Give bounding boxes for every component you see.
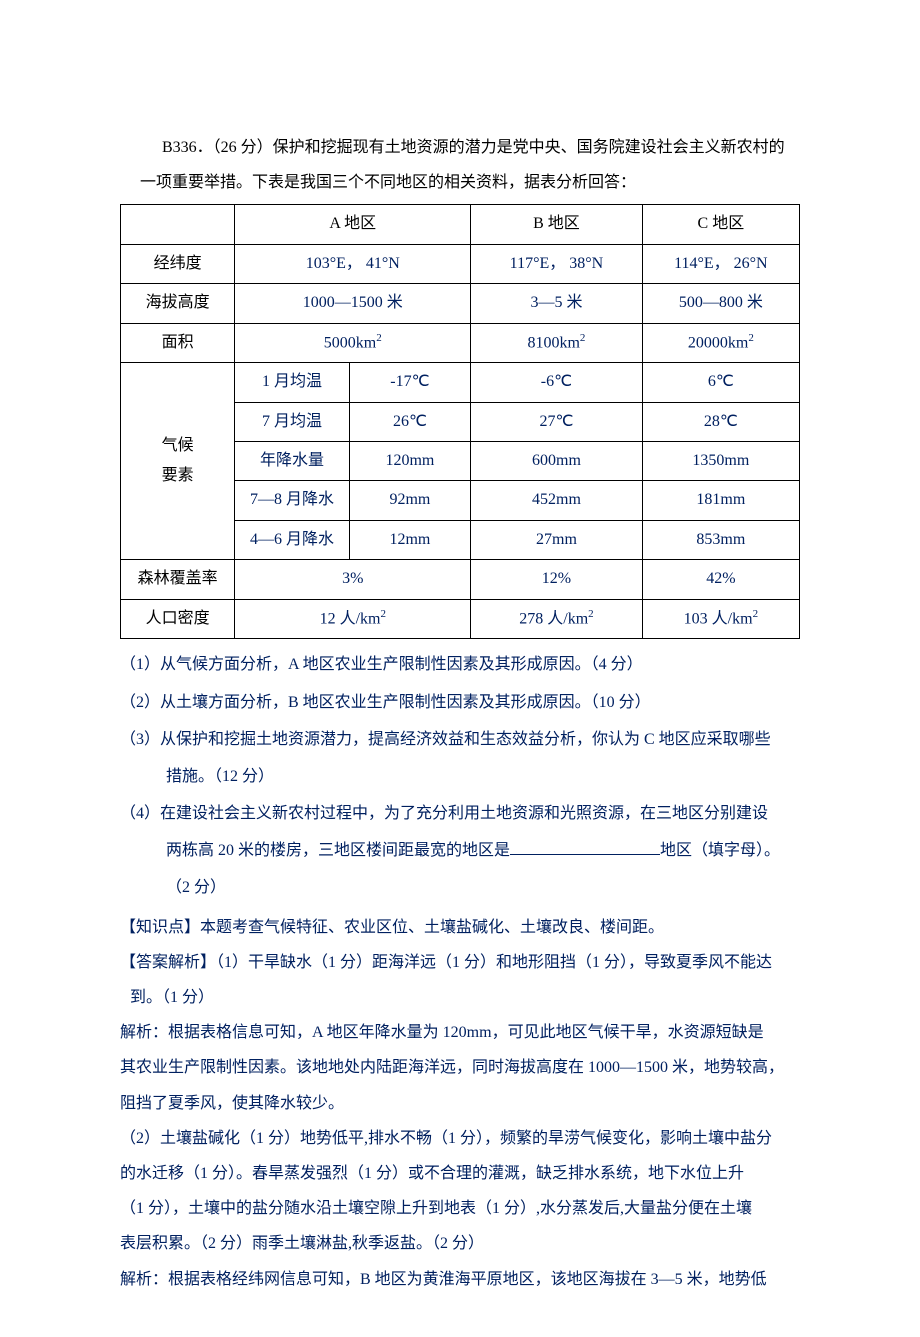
cell-text: 5000km xyxy=(324,334,376,351)
superscript: 2 xyxy=(588,608,594,620)
cell: -6℃ xyxy=(471,363,643,402)
answer-line-1: 【答案解析】（1）干旱缺水（1 分）距海洋远（1 分）和地形阻挡（1 分），导致… xyxy=(120,945,800,980)
table-row: 人口密度 12 人/km2 278 人/km2 103 人/km2 xyxy=(121,599,800,639)
row-label: 面积 xyxy=(121,323,235,363)
header-region-a: A 地区 xyxy=(235,205,471,244)
knowledge-text: 本题考查气候特征、农业区位、土壤盐碱化、土壤改良、楼间距。 xyxy=(200,919,664,936)
explanation-1b: 其农业生产限制性因素。该地地处内陆距海洋远，同时海拔高度在 1000—1500 … xyxy=(120,1050,800,1085)
question-2: （2）从土壤方面分析，B 地区农业生产限制性因素及其形成原因。（10 分） xyxy=(120,685,800,720)
cell: 500—800 米 xyxy=(642,284,799,323)
cell: 20000km2 xyxy=(642,323,799,363)
table-row: 经纬度 103°E， 41°N 117°E， 38°N 114°E， 26°N xyxy=(121,244,800,283)
cell-text: 103 人/km xyxy=(684,610,753,627)
cell: 181mm xyxy=(642,481,799,520)
sub-label: 7 月均温 xyxy=(235,402,349,441)
header-region-c: C 地区 xyxy=(642,205,799,244)
intro-line-2: 一项重要举措。下表是我国三个不同地区的相关资料，据表分析回答： xyxy=(120,165,800,200)
question-1: （1）从气候方面分析，A 地区农业生产限制性因素及其形成原因。（4 分） xyxy=(120,647,800,682)
q4-post: 地区（填字母）。 xyxy=(660,842,780,859)
superscript: 2 xyxy=(748,332,754,344)
cell: 12 人/km2 xyxy=(235,599,471,639)
superscript: 2 xyxy=(580,332,586,344)
cell: 28℃ xyxy=(642,402,799,441)
cell: 92mm xyxy=(349,481,471,520)
header-region-b: B 地区 xyxy=(471,205,643,244)
table-row: 森林覆盖率 3% 12% 42% xyxy=(121,560,800,599)
cell: 27mm xyxy=(471,520,643,559)
cell-text: 8100km xyxy=(527,334,579,351)
explanation-1c: 阻挡了夏季风，使其降水较少。 xyxy=(120,1086,800,1121)
cell: 103°E， 41°N xyxy=(235,244,471,283)
row-label: 经纬度 xyxy=(121,244,235,283)
answer-2a: （2）土壤盐碱化（1 分）地势低平,排水不畅（1 分），频繁的旱涝气候变化，影响… xyxy=(120,1121,800,1156)
table-row: 海拔高度 1000—1500 米 3—5 米 500—800 米 xyxy=(121,284,800,323)
cell: 5000km2 xyxy=(235,323,471,363)
cell: 3% xyxy=(235,560,471,599)
cell: 26℃ xyxy=(349,402,471,441)
cell: 120mm xyxy=(349,442,471,481)
intro-line-1: B336．（26 分）保护和挖掘现有土地资源的潜力是党中央、国务院建设社会主义新… xyxy=(120,130,800,165)
cell: 12mm xyxy=(349,520,471,559)
row-label: 海拔高度 xyxy=(121,284,235,323)
answer-2b: 的水迁移（1 分）。春旱蒸发强烈（1 分）或不合理的灌溉，缺乏排水系统，地下水位… xyxy=(120,1156,800,1191)
cell: 42% xyxy=(642,560,799,599)
table-row: 面积 5000km2 8100km2 20000km2 xyxy=(121,323,800,363)
superscript: 2 xyxy=(376,332,382,344)
row-label-climate: 气候要素 xyxy=(121,363,235,560)
question-4-line2: 两栋高 20 米的楼房，三地区楼间距最宽的地区是 地区（填字母）。 xyxy=(120,833,800,868)
answer-label: 【答案解析】 xyxy=(120,954,216,971)
sub-label: 1 月均温 xyxy=(235,363,349,402)
question-4-line1: （4）在建设社会主义新农村过程中，为了充分利用土地资源和光照资源，在三地区分别建… xyxy=(120,796,800,831)
sub-label: 4—6 月降水 xyxy=(235,520,349,559)
cell: 6℃ xyxy=(642,363,799,402)
sub-label: 年降水量 xyxy=(235,442,349,481)
cell: 1000—1500 米 xyxy=(235,284,471,323)
document-page: B336．（26 分）保护和挖掘现有土地资源的潜力是党中央、国务院建设社会主义新… xyxy=(0,0,920,1337)
cell: 452mm xyxy=(471,481,643,520)
explanation-2a: 解析：根据表格经纬网信息可知，B 地区为黄淮海平原地区，该地区海拔在 3—5 米… xyxy=(120,1262,800,1297)
cell: 600mm xyxy=(471,442,643,481)
question-4-line3: （2 分） xyxy=(120,870,800,905)
cell: 12% xyxy=(471,560,643,599)
superscript: 2 xyxy=(380,608,386,620)
cell-text: 12 人/km xyxy=(320,610,381,627)
cell: 27℃ xyxy=(471,402,643,441)
regions-data-table: A 地区 B 地区 C 地区 经纬度 103°E， 41°N 117°E， 38… xyxy=(120,204,800,639)
cell: 3—5 米 xyxy=(471,284,643,323)
question-3-line2: 措施。（12 分） xyxy=(120,759,800,794)
table-row: 气候要素 1 月均温 -17℃ -6℃ 6℃ xyxy=(121,363,800,402)
row-label: 人口密度 xyxy=(121,599,235,639)
question-3-line1: （3）从保护和挖掘土地资源潜力，提高经济效益和生态效益分析，你认为 C 地区应采… xyxy=(120,722,800,757)
answer-1a: （1）干旱缺水（1 分）距海洋远（1 分）和地形阻挡（1 分），导致夏季风不能达 xyxy=(216,954,772,971)
table-header-row: A 地区 B 地区 C 地区 xyxy=(121,205,800,244)
header-blank xyxy=(121,205,235,244)
cell: 1350mm xyxy=(642,442,799,481)
cell: 278 人/km2 xyxy=(471,599,643,639)
knowledge-label: 【知识点】 xyxy=(120,919,200,936)
row-label: 森林覆盖率 xyxy=(121,560,235,599)
knowledge-point: 【知识点】本题考查气候特征、农业区位、土壤盐碱化、土壤改良、楼间距。 xyxy=(120,910,800,945)
cell: 8100km2 xyxy=(471,323,643,363)
cell-text: 278 人/km xyxy=(519,610,588,627)
cell: 853mm xyxy=(642,520,799,559)
fill-blank xyxy=(510,838,660,855)
cell: 117°E， 38°N xyxy=(471,244,643,283)
answer-2c: （1 分），土壤中的盐分随水沿土壤空隙上升到地表（1 分）,水分蒸发后,大量盐分… xyxy=(120,1191,800,1226)
cell: 114°E， 26°N xyxy=(642,244,799,283)
q4-pre: 两栋高 20 米的楼房，三地区楼间距最宽的地区是 xyxy=(166,842,510,859)
explanation-1a: 解析：根据表格信息可知，A 地区年降水量为 120mm，可见此地区气候干旱，水资… xyxy=(120,1015,800,1050)
cell: 103 人/km2 xyxy=(642,599,799,639)
cell-text: 20000km xyxy=(688,334,748,351)
cell: -17℃ xyxy=(349,363,471,402)
superscript: 2 xyxy=(753,608,759,620)
question-intro: B336．（26 分）保护和挖掘现有土地资源的潜力是党中央、国务院建设社会主义新… xyxy=(120,130,800,200)
answer-1b: 到。（1 分） xyxy=(120,980,800,1015)
answer-2d: 表层积累。（2 分）雨季土壤淋盐,秋季返盐。（2 分） xyxy=(120,1226,800,1261)
sub-label: 7—8 月降水 xyxy=(235,481,349,520)
